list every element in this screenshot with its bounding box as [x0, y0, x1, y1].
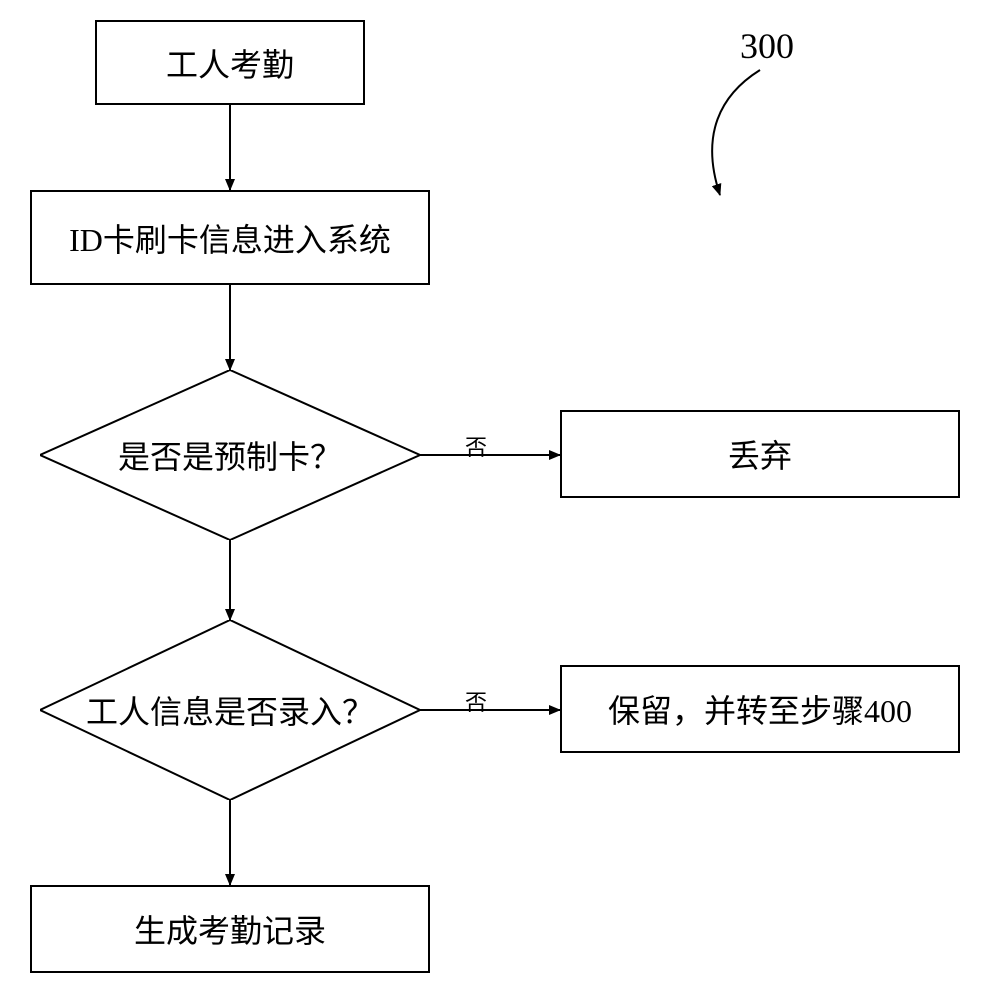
node-generate-record: 生成考勤记录 — [30, 885, 430, 973]
edge-label-no-1: 否 — [465, 430, 487, 462]
node-label: ID卡刷卡信息进入系统 — [69, 215, 391, 261]
ref-arrow — [712, 70, 760, 195]
node-id-card-swipe: ID卡刷卡信息进入系统 — [30, 190, 430, 285]
ref-number-text: 300 — [740, 26, 794, 66]
node-discard: 丢弃 — [560, 410, 960, 498]
edge-label-text: 否 — [465, 690, 487, 715]
edge-label-no-2: 否 — [465, 685, 487, 717]
reference-number: 300 — [740, 25, 794, 67]
node-label: 保留，并转至步骤400 — [608, 686, 912, 732]
node-label: 工人信息是否录入？ — [86, 687, 374, 733]
node-worker-info-entered: 工人信息是否录入？ — [40, 620, 420, 800]
node-keep-goto-400: 保留，并转至步骤400 — [560, 665, 960, 753]
node-label: 工人考勤 — [166, 40, 294, 86]
node-label: 生成考勤记录 — [134, 906, 326, 952]
node-label: 丢弃 — [728, 431, 792, 477]
node-worker-attendance: 工人考勤 — [95, 20, 365, 105]
edge-label-text: 否 — [465, 435, 487, 460]
node-is-prefab-card: 是否是预制卡？ — [40, 370, 420, 540]
node-label: 是否是预制卡？ — [118, 432, 342, 478]
